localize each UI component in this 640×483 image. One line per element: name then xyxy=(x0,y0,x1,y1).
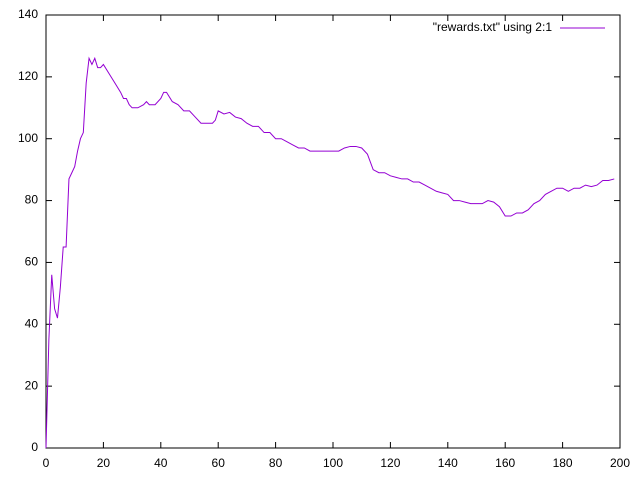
x-tick-label: 80 xyxy=(269,456,283,470)
y-tick-label: 100 xyxy=(18,131,38,145)
y-tick-label: 120 xyxy=(18,69,38,83)
x-tick-label: 20 xyxy=(97,456,111,470)
y-tick-label: 20 xyxy=(25,378,39,392)
x-tick-label: 180 xyxy=(553,456,573,470)
x-tick-label: 60 xyxy=(212,456,226,470)
data-line xyxy=(45,56,615,449)
y-tick-label: 0 xyxy=(31,440,38,454)
x-tick-label: 120 xyxy=(380,456,400,470)
legend-label: "rewards.txt" using 2:1 xyxy=(433,20,553,34)
y-tick-label: 60 xyxy=(25,255,39,269)
plot-border xyxy=(45,14,621,449)
y-tick-label: 140 xyxy=(18,7,38,21)
x-tick-label: 200 xyxy=(610,456,630,470)
y-tick-label: 80 xyxy=(25,193,39,207)
y-tick-label: 40 xyxy=(25,316,39,330)
x-tick-label: 160 xyxy=(495,456,515,470)
x-tick-label: 40 xyxy=(154,456,168,470)
x-tick-label: 140 xyxy=(438,456,458,470)
x-tick-label: 100 xyxy=(323,456,343,470)
x-tick-label: 0 xyxy=(43,456,50,470)
